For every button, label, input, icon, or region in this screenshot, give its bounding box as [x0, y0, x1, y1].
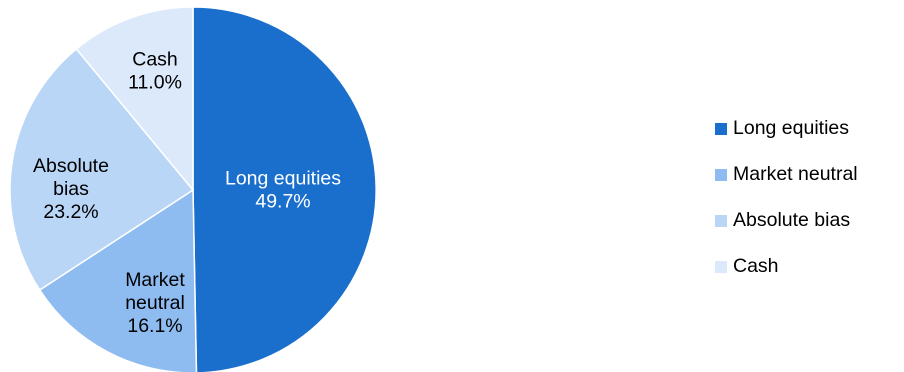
legend-item-cash: Cash [715, 251, 858, 282]
legend-label: Absolute bias [733, 209, 851, 231]
legend-swatch-market-neutral [715, 168, 727, 181]
legend-label: Long equities [733, 117, 850, 139]
slice-label-line: 23.2% [43, 201, 98, 223]
legend-swatch-absolute-bias [715, 214, 727, 227]
pie-slice-labels: Long equities 49.7% Market neutral 16.1% Abso… [33, 49, 341, 338]
legend-item-market-neutral: Market neutral [715, 159, 858, 190]
legend-swatch-long-equities [715, 122, 727, 135]
legend: Long equities Market neutral Absolute bi… [715, 113, 858, 297]
pie-slice-cash [75, 6, 194, 193]
slice-label-line: bias [53, 178, 89, 200]
legend-label: Cash [733, 255, 779, 277]
slice-label-line: neutral [125, 292, 185, 314]
legend-swatch-cash [715, 260, 727, 273]
pie-slice-absolute-bias [9, 47, 195, 292]
pie-slice-market-neutral [38, 188, 198, 372]
slice-label-line: 16.1% [127, 315, 182, 337]
slice-label-market-neutral: Market neutral 16.1% [125, 269, 185, 337]
slice-label-line: 49.7% [255, 191, 310, 213]
pie-slice-long-equities [192, 6, 377, 372]
legend-item-absolute-bias: Absolute bias [715, 205, 858, 236]
slice-label-line: Absolute [33, 155, 109, 177]
slice-label-cash: Cash 11.0% [128, 49, 182, 94]
slice-label-line: 11.0% [128, 72, 182, 94]
legend-label: Market neutral [733, 163, 858, 185]
pie-slices [9, 6, 377, 372]
slice-label-long-equities: Long equities 49.7% [225, 168, 341, 213]
slice-label-line: Cash [132, 49, 178, 71]
slice-label-line: Long equities [225, 168, 341, 190]
legend-item-long-equities: Long equities [715, 113, 858, 144]
slice-label-absolute-bias: Absolute bias 23.2% [33, 155, 109, 223]
slice-label-line: Market [125, 269, 185, 291]
